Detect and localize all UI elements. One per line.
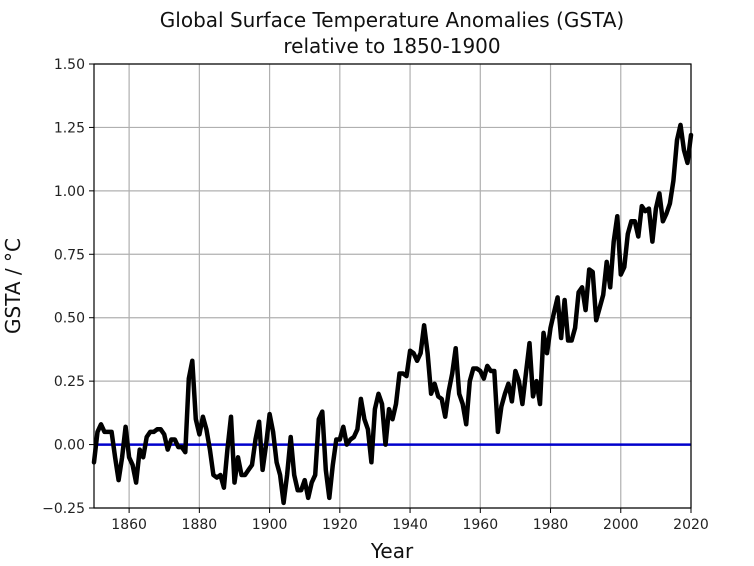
y-axis-ticks: −0.25 0.00 0.25 0.50 0.75 1.00 1.25 1.50 (42, 57, 94, 517)
y-tick-label: 1.25 (54, 120, 85, 136)
x-tick-label: 1980 (533, 517, 569, 533)
y-tick-label: 1.00 (54, 184, 85, 200)
y-axis-label: GSTA / °C (1, 238, 25, 334)
plot-frame (93, 63, 692, 509)
y-tick-label: −0.25 (42, 501, 85, 517)
x-tick-label: 1920 (322, 517, 358, 533)
chart-title: Global Surface Temperature Anomalies (GS… (160, 8, 624, 32)
y-tick-label: 0.50 (54, 311, 85, 327)
y-tick-label: 1.50 (54, 57, 85, 73)
chart-subtitle: relative to 1850-1900 (283, 34, 500, 58)
y-tick-label: 0.00 (54, 438, 85, 454)
x-tick-label: 2020 (673, 517, 709, 533)
x-tick-label: 1880 (182, 517, 218, 533)
x-axis-label: Year (370, 539, 414, 563)
y-tick-label: 0.75 (54, 247, 85, 263)
x-tick-label: 2000 (603, 517, 639, 533)
x-axis-ticks: 1860 1880 1900 1920 1940 1960 1980 2000 2020 (111, 508, 709, 533)
gridlines (94, 63, 692, 509)
y-tick-label: 0.25 (54, 374, 85, 390)
x-tick-label: 1900 (252, 517, 288, 533)
series-line-gsta (91, 122, 694, 506)
x-tick-label: 1940 (392, 517, 428, 533)
x-tick-label: 1960 (462, 517, 498, 533)
series-group (91, 122, 694, 506)
x-tick-label: 1860 (111, 517, 147, 533)
